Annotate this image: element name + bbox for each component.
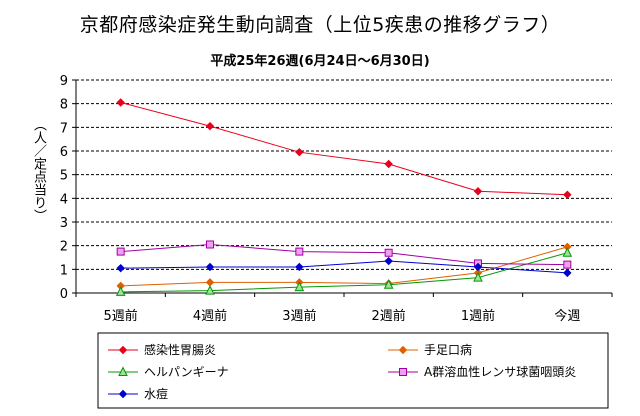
- legend-entry: A群溶血性レンサ球菌咽頭炎: [388, 364, 576, 379]
- x-tick-label: 2週前: [372, 308, 406, 324]
- legend-entry: ヘルパンギーナ: [108, 365, 229, 379]
- data-point: [116, 98, 125, 107]
- legend-marker: [399, 368, 407, 376]
- legend-box: [97, 332, 609, 409]
- y-tick-label: 9: [60, 74, 68, 89]
- y-tick-label: 2: [60, 240, 68, 255]
- data-point: [384, 159, 393, 169]
- data-point: [205, 121, 215, 131]
- y-tick-label: 3: [60, 216, 68, 231]
- legend-label: 感染性胃腸炎: [144, 342, 216, 357]
- y-tick-labels: 0 1 2 3 4 5 6 7 8 9: [60, 74, 68, 302]
- data-point: [115, 286, 126, 296]
- data-point: [116, 263, 125, 273]
- legend-label: 手足口病: [424, 342, 472, 357]
- axes: [72, 79, 613, 297]
- y-tick-label: 6: [60, 145, 68, 160]
- legend-marker: [118, 345, 128, 355]
- chart-subtitle: 平成25年26週(6月24日～6月30日): [210, 54, 430, 69]
- data-point: [206, 240, 214, 249]
- legend-label: A群溶血性レンサ球菌咽頭炎: [424, 364, 576, 379]
- y-tick-label: 8: [60, 98, 68, 113]
- legend-entry: 手足口病: [388, 342, 472, 357]
- gridlines: [76, 79, 612, 270]
- y-tick-label: 1: [60, 263, 68, 278]
- data-point: [116, 247, 125, 256]
- legend-entry: 感染性胃腸炎: [108, 342, 216, 357]
- data-point: [383, 279, 394, 289]
- data-point: [295, 147, 304, 157]
- data-point: [295, 247, 304, 256]
- y-tick-label: 5: [60, 169, 68, 184]
- data-point: [384, 248, 393, 257]
- data-point: [562, 247, 573, 257]
- data-point: [205, 262, 215, 272]
- x-tick-label: 1週前: [461, 308, 495, 324]
- series-line: [120, 243, 568, 266]
- series-2: [115, 247, 573, 296]
- x-tick-label: 今週: [554, 308, 580, 324]
- x-tick-label: 4週前: [193, 308, 227, 324]
- series-4: [116, 256, 572, 278]
- y-tick-label: 0: [60, 287, 68, 302]
- legend-marker: [118, 389, 128, 399]
- data-point: [563, 190, 572, 199]
- y-axis-label: （人／定点当り）: [31, 118, 46, 222]
- data-point: [563, 268, 572, 278]
- chart-title: 京都府感染症発生動向調査（上位5疾患の推移グラフ）: [79, 14, 561, 36]
- data-point: [205, 285, 215, 295]
- series-0: [116, 98, 572, 199]
- x-tick-label: 3週前: [282, 308, 316, 324]
- legend-marker: [398, 345, 408, 355]
- data-point: [563, 260, 572, 269]
- x-tick-label: 5週前: [104, 308, 138, 324]
- legend-entry: 水痘: [108, 386, 168, 401]
- series-line: [120, 102, 568, 196]
- legend-label: 水痘: [144, 386, 168, 401]
- series-1: [116, 242, 572, 291]
- series-layer: [115, 98, 573, 296]
- data-point: [473, 187, 483, 196]
- series-line: [120, 246, 568, 287]
- data-point: [205, 278, 215, 287]
- data-point: [295, 262, 304, 272]
- y-tick-label: 7: [60, 121, 68, 136]
- data-point: [294, 281, 305, 292]
- x-tick-labels: 5週前 4週前 3週前 2週前 1週前 今週: [104, 308, 581, 324]
- y-tick-label: 4: [60, 192, 68, 207]
- series-line: [120, 260, 568, 274]
- data-point: [384, 256, 393, 266]
- data-point: [473, 262, 483, 272]
- series-line: [120, 252, 568, 293]
- legend-marker: [118, 366, 128, 376]
- data-point: [473, 271, 483, 282]
- legend-label: ヘルパンギーナ: [144, 365, 229, 379]
